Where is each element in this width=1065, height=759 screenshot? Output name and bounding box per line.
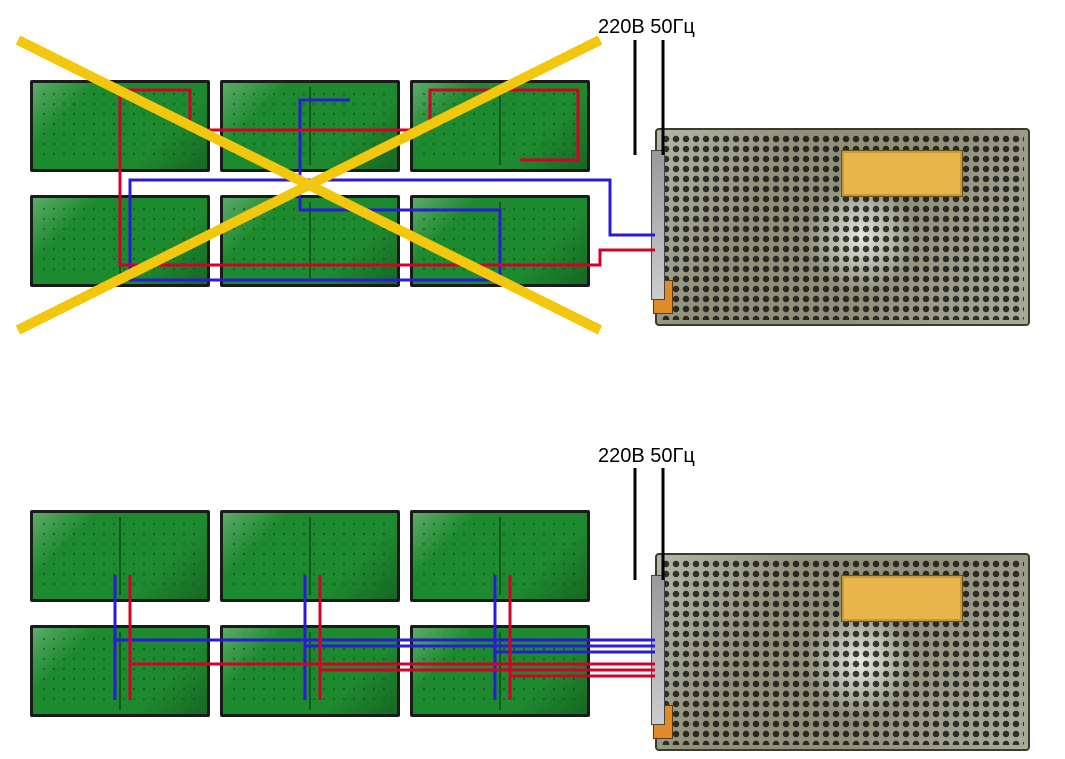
diagram-stage: 220В 50Гц 220В 50Гц bbox=[0, 0, 1065, 759]
dc-wire-blue bbox=[130, 100, 655, 280]
wiring-overlay bbox=[0, 0, 1065, 759]
